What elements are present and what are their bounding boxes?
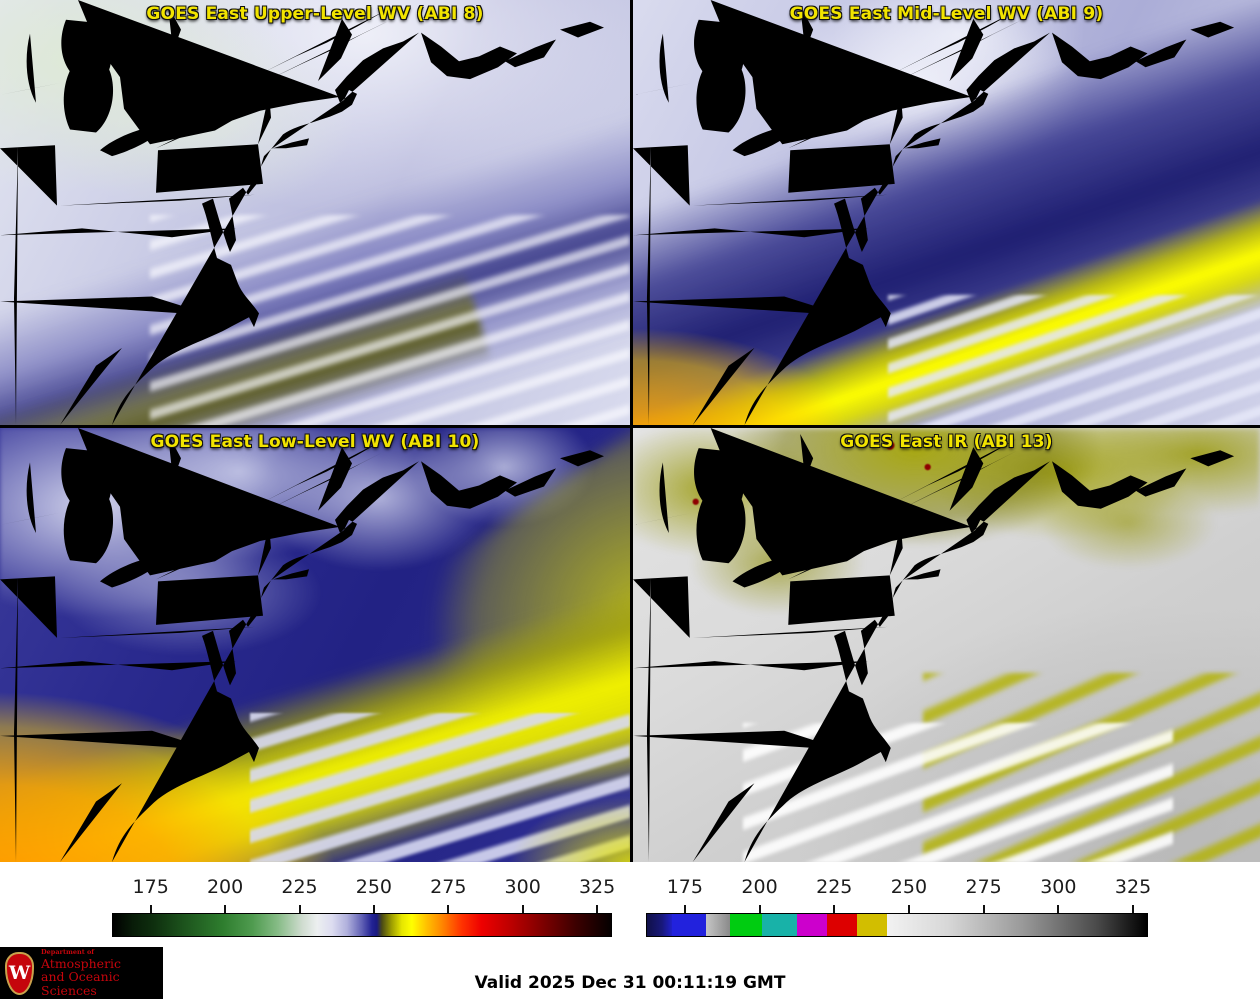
cloud-streaks — [250, 713, 630, 862]
uw-aos-logo[interactable]: W Department of Atmospheric and Oceanic … — [0, 947, 163, 999]
panel-grid: GOES East Upper-Level WV (ABI 8) GOES Ea… — [0, 0, 1260, 862]
dry-streak — [0, 269, 492, 425]
dry-corner-br — [0, 428, 630, 862]
wv-imagery-background — [633, 0, 1260, 425]
tick-mark — [224, 905, 227, 913]
basemap-overlay — [0, 0, 604, 425]
basemap-overlay — [633, 0, 1235, 425]
ir-imagery-background — [633, 428, 1260, 862]
tick-mark — [907, 905, 910, 913]
dry-slot-band — [633, 0, 1260, 425]
tick-label: 200 — [206, 876, 244, 898]
footer: 175 200 225 250 275 300 325 175 200 225 … — [0, 862, 1260, 999]
cloud-streaks — [743, 723, 1173, 862]
tick-mark — [298, 905, 301, 913]
panel-title: GOES East IR (ABI 13) — [840, 432, 1053, 452]
ir-colorbar-gradient — [646, 913, 1148, 937]
panel-abi9-mid-level-wv[interactable]: GOES East Mid-Level WV (ABI 9) — [633, 0, 1260, 425]
tick-label: 325 — [578, 876, 616, 898]
logo-department-line: Department of — [41, 947, 95, 956]
tick-label: 300 — [1040, 876, 1077, 898]
tick-label: 300 — [504, 876, 541, 898]
tick-mark — [596, 905, 599, 913]
panel-title: GOES East Low-Level WV (ABI 10) — [150, 432, 480, 452]
logo-text: Department of Atmospheric and Oceanic Sc… — [41, 947, 163, 998]
cold-cloud-tops — [633, 428, 1260, 862]
dry-slot-band — [0, 69, 630, 425]
tick-label: 225 — [281, 876, 318, 898]
wv-colorbar: 175 200 225 250 275 300 325 — [112, 862, 616, 999]
tick-label: 175 — [666, 876, 703, 898]
tick-label: 200 — [741, 876, 778, 898]
tick-label: 250 — [890, 876, 928, 898]
tick-mark — [758, 905, 761, 913]
tick-label: 275 — [965, 876, 1002, 898]
panel-abi8-upper-level-wv[interactable]: GOES East Upper-Level WV (ABI 8) — [0, 0, 630, 425]
tick-mark — [521, 905, 524, 913]
tick-mark — [447, 905, 450, 913]
panel-title: GOES East Mid-Level WV (ABI 9) — [789, 4, 1104, 24]
tick-mark — [1132, 905, 1135, 913]
tick-mark — [149, 905, 152, 913]
basemap-overlay — [0, 428, 604, 862]
cloud-mass — [0, 428, 630, 862]
cold-cloud-streaks — [923, 673, 1260, 862]
tick-label: 325 — [1114, 876, 1152, 898]
valid-time-label: Valid 2025 Dec 31 00:11:19 GMT — [474, 973, 786, 993]
logo-line2: and Oceanic Sciences — [41, 969, 120, 998]
cloud-streaks — [150, 215, 630, 425]
coldest-cloud-spots — [633, 428, 1260, 862]
ir-colorbar: 175 200 225 250 275 300 325 — [646, 862, 1152, 999]
basemap-overlay — [633, 428, 1235, 862]
cloud-streaks — [888, 295, 1260, 425]
panel-title: GOES East Upper-Level WV (ABI 8) — [146, 4, 484, 24]
crest-letter: W — [8, 962, 31, 984]
tick-mark — [372, 905, 375, 913]
wv-imagery-background — [0, 0, 630, 425]
tick-mark — [683, 905, 686, 913]
tick-label: 225 — [816, 876, 853, 898]
tick-label: 250 — [355, 876, 393, 898]
panel-abi13-ir[interactable]: GOES East IR (ABI 13) — [633, 428, 1260, 862]
wv-colorbar-gradient — [112, 913, 612, 937]
dry-corner — [0, 428, 630, 862]
dry-wedge — [362, 428, 630, 862]
uw-crest-icon: W — [5, 951, 34, 995]
tick-label: 175 — [132, 876, 169, 898]
very-dry-band — [633, 134, 1260, 425]
tick-mark — [982, 905, 985, 913]
logo-line1: Atmospheric — [41, 955, 122, 971]
wv-imagery-background — [0, 428, 630, 862]
very-dry-band — [0, 510, 630, 862]
panel-abi10-low-level-wv[interactable]: GOES East Low-Level WV (ABI 10) — [0, 428, 630, 862]
tick-label: 275 — [430, 876, 467, 898]
tick-mark — [1057, 905, 1060, 913]
tick-mark — [833, 905, 836, 913]
dry-corner — [633, 0, 1260, 425]
